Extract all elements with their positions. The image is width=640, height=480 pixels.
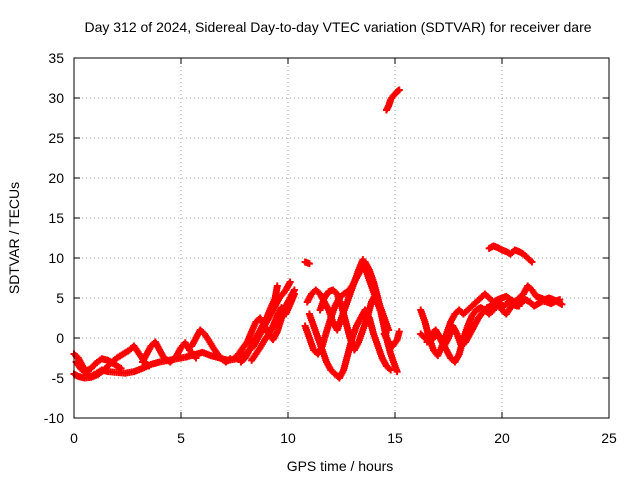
series-track-d bbox=[138, 338, 200, 366]
x-tick-label: 20 bbox=[494, 430, 510, 446]
series-track-c bbox=[72, 355, 125, 376]
y-tick-label: 10 bbox=[48, 250, 64, 266]
x-tick-label: 0 bbox=[70, 430, 78, 446]
data-point bbox=[395, 328, 403, 336]
x-axis-title: GPS time / hours bbox=[287, 458, 394, 474]
series-track-o bbox=[380, 328, 403, 350]
data-point bbox=[558, 300, 566, 308]
data-point bbox=[376, 306, 384, 314]
series-track-e bbox=[188, 326, 234, 366]
chart-title: Day 312 of 2024, Sidereal Day-to-day VTE… bbox=[84, 19, 591, 35]
x-tick-label: 10 bbox=[280, 430, 296, 446]
y-tick-label: -10 bbox=[44, 410, 64, 426]
data-point bbox=[395, 86, 403, 94]
y-axis-title: SDTVAR / TECUs bbox=[6, 182, 22, 294]
data-point bbox=[117, 364, 125, 372]
series-track-s bbox=[485, 242, 536, 266]
y-tick-label: 15 bbox=[48, 210, 64, 226]
x-tick-labels: 0 5 10 15 20 25 bbox=[70, 430, 617, 446]
data-point bbox=[393, 368, 401, 376]
data-point bbox=[290, 290, 298, 298]
series-track-m bbox=[303, 256, 384, 334]
data-point bbox=[387, 366, 395, 374]
data-point bbox=[273, 282, 281, 290]
x-tick-label: 15 bbox=[387, 430, 403, 446]
series-track-i bbox=[301, 258, 313, 268]
series-track-f bbox=[237, 282, 281, 366]
y-tick-labels: -10 -5 0 5 10 15 20 25 30 35 bbox=[44, 50, 64, 426]
y-tick-label: -5 bbox=[52, 370, 65, 386]
data-point bbox=[145, 362, 153, 370]
x-tick-label: 25 bbox=[601, 430, 617, 446]
y-tick-label: 25 bbox=[48, 130, 64, 146]
series-track-p bbox=[417, 282, 566, 360]
y-tick-label: 5 bbox=[56, 290, 64, 306]
plot-frame bbox=[73, 57, 610, 419]
data-point bbox=[385, 326, 393, 334]
data-point bbox=[286, 278, 294, 286]
series-track-l bbox=[305, 306, 395, 382]
y-tick-label: 0 bbox=[56, 330, 64, 346]
y-tick-label: 35 bbox=[48, 50, 64, 66]
data-point bbox=[556, 296, 564, 304]
x-tick-label: 5 bbox=[177, 430, 185, 446]
y-tick-label: 20 bbox=[48, 170, 64, 186]
y-tick-label: 30 bbox=[48, 90, 64, 106]
series-track-r bbox=[423, 296, 564, 350]
data-points bbox=[70, 86, 566, 382]
series-track-n bbox=[382, 86, 403, 114]
data-point bbox=[305, 260, 313, 268]
data-point bbox=[528, 258, 536, 266]
series-track-h bbox=[248, 290, 298, 364]
data-point bbox=[192, 354, 200, 362]
